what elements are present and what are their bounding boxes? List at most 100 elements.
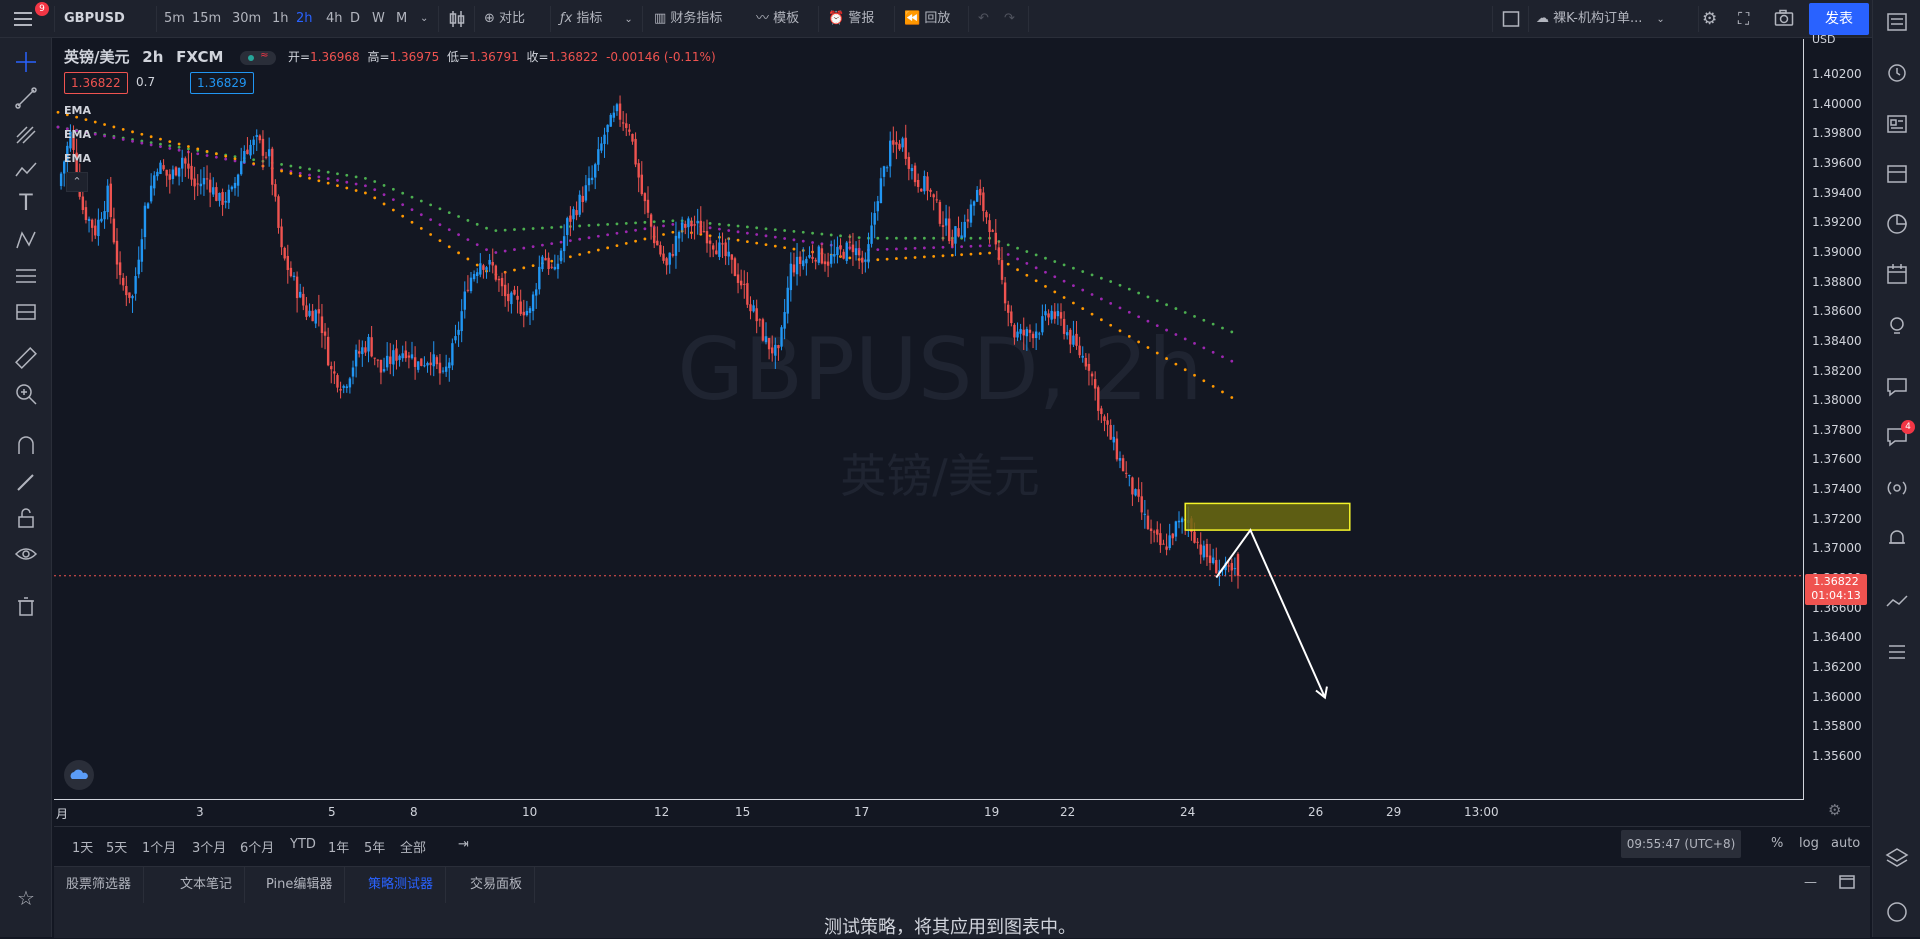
interval-W[interactable]: W xyxy=(372,11,385,26)
bottom-tab[interactable]: Pine编辑器 xyxy=(254,867,346,903)
pencil-lock-icon[interactable] xyxy=(14,470,38,494)
clock-display[interactable]: 09:55:47 (UTC+8) xyxy=(1621,830,1741,858)
watchlist-icon[interactable] xyxy=(1885,10,1909,34)
sell-price-box[interactable]: 1.36822 xyxy=(64,72,128,94)
range-button[interactable]: 5年 xyxy=(364,841,386,856)
magnet-icon[interactable] xyxy=(14,434,38,458)
chevron-down-icon[interactable]: ⌄ xyxy=(420,13,429,24)
gann-icon[interactable] xyxy=(14,264,38,288)
forecast-icon[interactable] xyxy=(14,300,38,324)
pitchfork-icon[interactable] xyxy=(14,122,38,146)
bottom-tab[interactable]: 文本笔记 xyxy=(168,867,246,903)
zoom-in-icon[interactable] xyxy=(14,382,38,406)
interval-15m[interactable]: 15m xyxy=(192,11,222,26)
publish-button[interactable]: 发表 xyxy=(1809,3,1869,35)
log-scale-button[interactable]: log xyxy=(1799,836,1819,851)
text-tool-icon[interactable]: T xyxy=(19,191,33,216)
ruler-icon[interactable] xyxy=(14,346,38,370)
fullscreen-button[interactable]: ⛶ xyxy=(1738,0,1749,38)
lock-icon[interactable] xyxy=(14,506,38,530)
crosshair-icon[interactable] xyxy=(14,50,38,74)
candle-body xyxy=(1084,357,1088,367)
maximize-panel-button[interactable] xyxy=(1838,873,1856,895)
symbol-search[interactable]: GBPUSD xyxy=(64,11,125,26)
news-icon[interactable] xyxy=(1885,112,1909,136)
eye-icon[interactable] xyxy=(14,542,38,566)
interval-30m[interactable]: 30m xyxy=(232,11,262,26)
candle-body xyxy=(351,367,355,377)
range-button[interactable]: 1天 xyxy=(72,841,94,856)
candle-body xyxy=(472,274,476,280)
auto-scale-button[interactable]: auto xyxy=(1831,836,1861,851)
indicators-button[interactable]: ƒx 指标 ⌄ xyxy=(560,0,633,38)
calendar-icon[interactable] xyxy=(1885,262,1909,286)
minimize-panel-button[interactable]: — xyxy=(1804,875,1817,890)
time-axis[interactable]: 月 3 5 8 10 12 15 17 19 22 24 26 29 13:00 xyxy=(54,799,1804,826)
buy-price-box[interactable]: 1.36829 xyxy=(190,72,254,94)
candle-style-button[interactable] xyxy=(448,0,466,38)
compare-button[interactable]: ⊕ 对比 xyxy=(484,0,525,38)
ema-point xyxy=(159,145,162,149)
chat-icon[interactable] xyxy=(1885,374,1909,398)
interval-D[interactable]: D xyxy=(350,11,361,26)
candle-body xyxy=(280,226,283,248)
time-tick: 22 xyxy=(1060,805,1076,819)
hotlist-icon[interactable] xyxy=(1885,212,1909,236)
ema-point xyxy=(736,224,740,228)
symbol-legend[interactable]: 英镑/美元 2h FXCM ≈ xyxy=(64,46,277,67)
dom-icon[interactable] xyxy=(1885,640,1909,664)
percent-scale-button[interactable]: % xyxy=(1771,836,1784,851)
menu-button[interactable] xyxy=(12,0,38,38)
financials-button[interactable]: ▥ 财务指标 xyxy=(654,0,722,38)
alarm-clock-icon[interactable] xyxy=(1885,60,1909,84)
ema-legend-2[interactable]: EMA xyxy=(64,128,91,141)
star-icon[interactable]: ☆ xyxy=(17,886,35,910)
help-icon[interactable] xyxy=(1885,900,1909,924)
interval-5m[interactable]: 5m xyxy=(164,11,185,26)
axis-settings-button[interactable]: ⚙ xyxy=(1828,801,1841,819)
settings-button[interactable]: ⚙ xyxy=(1702,0,1717,38)
bottom-tab[interactable]: 股票筛选器 xyxy=(54,867,145,903)
price-chart[interactable] xyxy=(54,39,1804,799)
range-button[interactable]: 3个月 xyxy=(192,841,227,856)
trash-icon[interactable] xyxy=(14,594,38,618)
ema-point xyxy=(876,236,880,240)
broadcast-icon[interactable] xyxy=(1885,476,1909,500)
bottom-tab[interactable]: 策略测试器 xyxy=(356,867,447,903)
ema-legend-1[interactable]: EMA xyxy=(64,104,91,117)
range-button[interactable]: 全部 xyxy=(400,841,427,856)
redo-button[interactable]: ↷ xyxy=(1004,11,1015,26)
collapse-legend-button[interactable]: ⌃ xyxy=(66,172,88,192)
brush-pattern-icon[interactable] xyxy=(14,158,38,182)
range-button[interactable]: 6个月 xyxy=(240,841,275,856)
interval-M[interactable]: M xyxy=(396,11,408,26)
layout-menu[interactable]: ☁ 裸K-机构订单... ⌄ xyxy=(1536,0,1665,38)
trend-line-icon[interactable] xyxy=(14,86,38,110)
ema-point xyxy=(550,242,554,246)
pattern-icon[interactable] xyxy=(14,228,38,252)
trading-icon[interactable] xyxy=(1885,590,1909,614)
alert-button[interactable]: ⏰ 警报 xyxy=(828,0,874,38)
bottom-tab[interactable]: 交易面板 xyxy=(458,867,536,903)
bell-icon[interactable] xyxy=(1885,526,1909,550)
range-button[interactable]: 1个月 xyxy=(142,841,177,856)
range-button[interactable]: YTD xyxy=(290,837,316,852)
interval-1h[interactable]: 1h xyxy=(272,11,289,26)
interval-4h[interactable]: 4h xyxy=(326,11,343,26)
fullscreen-toggle-button[interactable] xyxy=(1502,0,1520,38)
snapshot-button[interactable] xyxy=(1774,0,1794,38)
ideas-icon[interactable] xyxy=(1885,314,1909,338)
data-window-icon[interactable] xyxy=(1885,162,1909,186)
ema-legend-3[interactable]: EMA xyxy=(64,152,91,165)
price-axis[interactable]: USD 1.40200 1.40000 1.39800 1.39600 1.39400 1… xyxy=(1803,33,1872,799)
interval-2h[interactable]: 2h xyxy=(296,11,313,26)
undo-button[interactable]: ↶ xyxy=(978,11,989,26)
templates-button[interactable]: 〰 模板 xyxy=(756,0,799,38)
replay-button[interactable]: ⏪ 回放 xyxy=(904,0,950,38)
range-button[interactable]: 5天 xyxy=(106,841,128,856)
layers-icon[interactable] xyxy=(1885,846,1909,870)
goto-date-button[interactable]: ⇥ xyxy=(458,837,469,852)
cloud-sync-button[interactable] xyxy=(64,760,94,790)
candle-body xyxy=(1196,541,1199,543)
range-button[interactable]: 1年 xyxy=(328,841,350,856)
